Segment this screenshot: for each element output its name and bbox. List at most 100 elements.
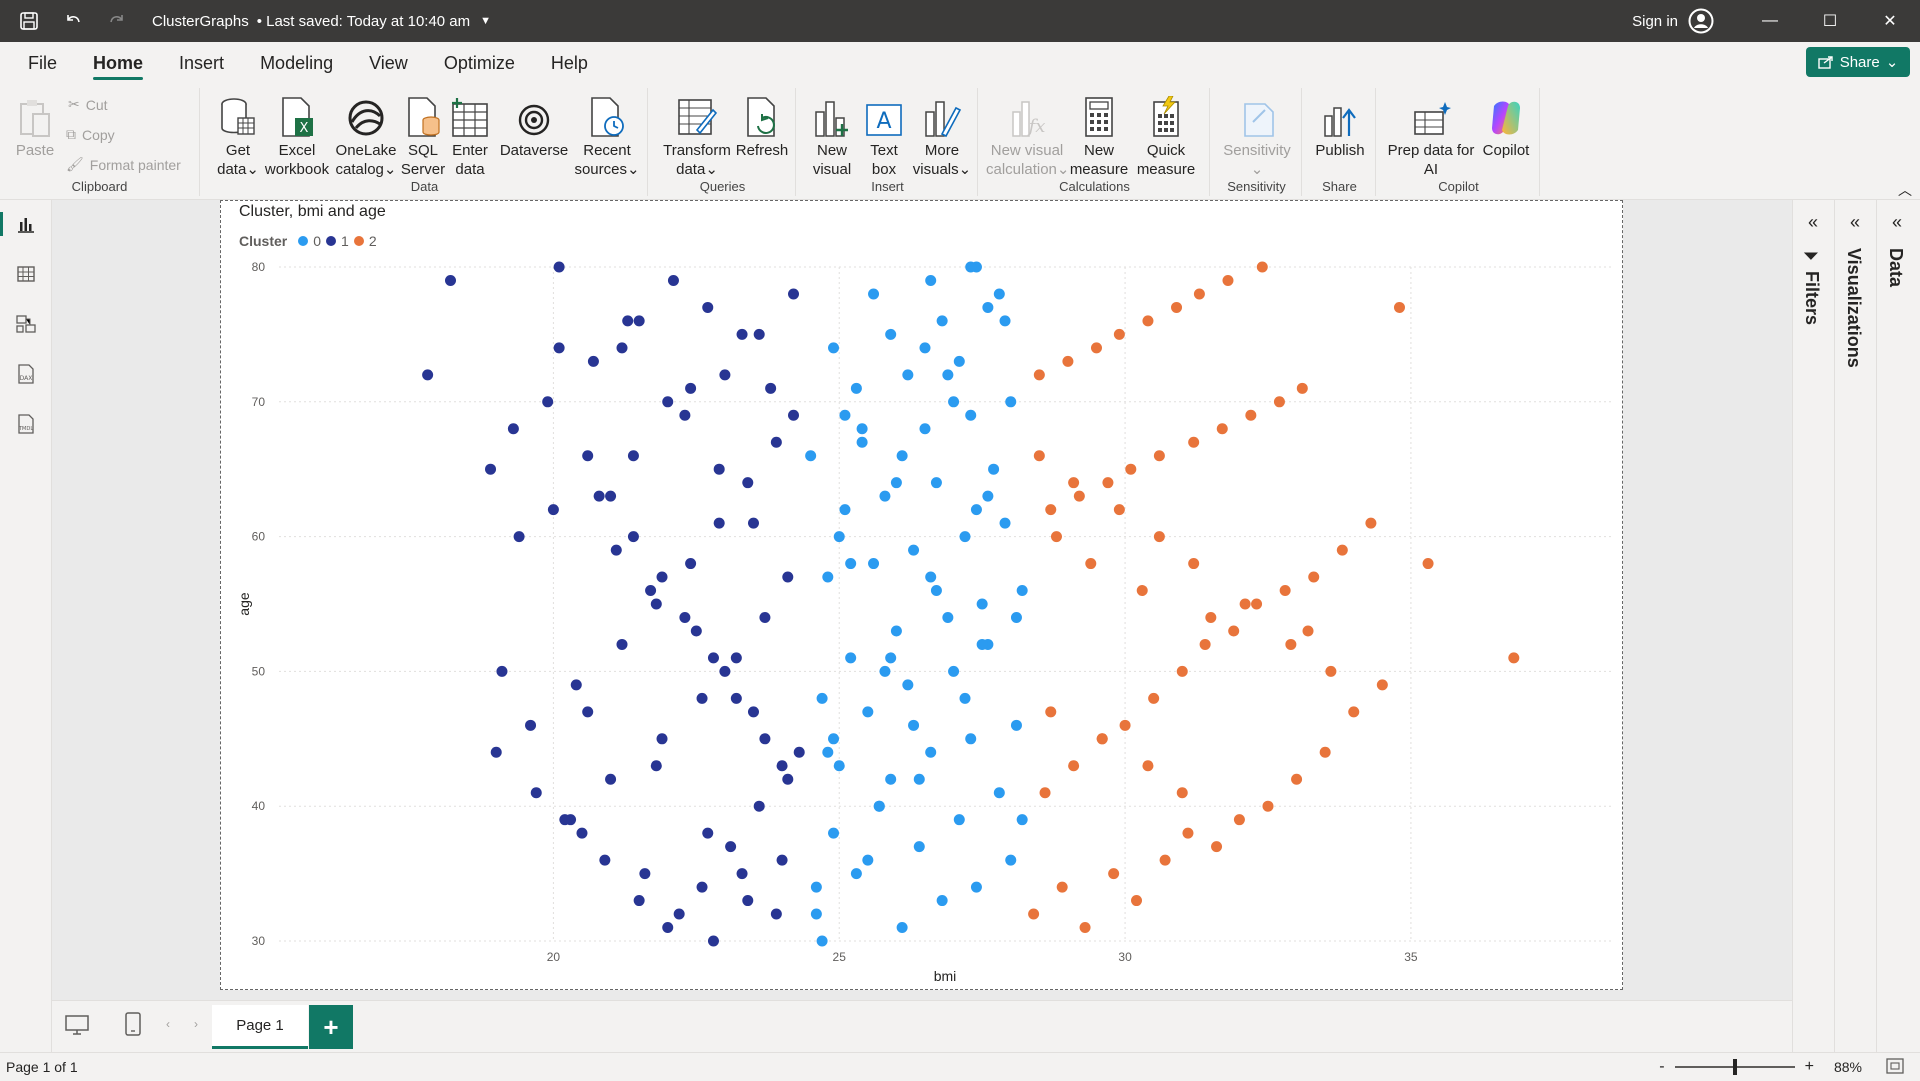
menu-insert[interactable]: Insert [179, 53, 225, 73]
quick-measure-icon [1153, 96, 1179, 137]
expand-filters-icon[interactable]: « [1807, 212, 1818, 232]
new-visual-button[interactable]: New visual [804, 94, 860, 179]
refresh-button[interactable]: Refresh [732, 94, 792, 160]
file-name[interactable]: ClusterGraphs [152, 12, 249, 30]
group-copilot: Prep data for AI Copilot Copilot [1378, 88, 1540, 196]
save-icon[interactable] [14, 6, 44, 36]
publish-button[interactable]: Publish [1308, 94, 1372, 160]
data-pane[interactable]: « Data [1876, 200, 1916, 1052]
close-button[interactable]: ✕ [1883, 13, 1897, 30]
group-label-insert: Insert [871, 179, 904, 194]
data-point-cluster-0 [948, 665, 960, 677]
page-tabs-bar: ‹ › Page 1 + [52, 1000, 1792, 1052]
zoom-out-button[interactable]: - [1659, 1058, 1665, 1075]
group-queries: Transform data⌄ Refresh Queries [650, 88, 796, 196]
collapse-ribbon-icon[interactable]: ︿ [1898, 182, 1912, 198]
new-measure-button[interactable]: New measure [1066, 94, 1132, 179]
data-point-cluster-0 [828, 733, 840, 745]
scissors-icon: ✂ [68, 96, 80, 112]
zoom-level: 88% [1833, 1059, 1862, 1075]
recent-sources-button[interactable]: Recent sources⌄ [570, 94, 644, 179]
legend-entry-2[interactable]: 2 [368, 233, 377, 249]
transform-data-button[interactable]: Transform data⌄ [658, 94, 736, 179]
page-status: Page 1 of 1 [6, 1059, 78, 1075]
saved-status[interactable]: • Last saved: Today at 10:40 am [256, 12, 471, 30]
model-view-icon[interactable] [12, 310, 40, 338]
minimize-button[interactable]: — [1762, 12, 1778, 29]
chevron-down-icon[interactable]: ▼ [480, 15, 492, 27]
new-visual-calculation-button[interactable]: fx New visual calculation⌄ [986, 94, 1069, 179]
data-point-cluster-2 [1291, 773, 1303, 785]
add-page-button[interactable]: + [309, 1005, 353, 1049]
dataverse-button[interactable]: Dataverse [496, 94, 572, 160]
fit-to-page-icon[interactable] [1886, 1057, 1904, 1077]
text-box-button[interactable]: A Text box [858, 94, 910, 179]
sign-in-link[interactable]: Sign in [1632, 12, 1678, 30]
report-view-icon[interactable] [0, 210, 40, 238]
legend-entry-0[interactable]: 0 [313, 233, 322, 249]
get-data-button[interactable]: Get data⌄ [210, 94, 266, 179]
left-nav: DAX TMDL [0, 200, 52, 1052]
previous-page-icon[interactable]: ‹ [166, 1017, 170, 1031]
sql-server-button[interactable]: SQL Server [398, 94, 448, 179]
expand-data-icon[interactable]: « [1891, 212, 1902, 232]
share-button[interactable]: Share ⌄ [1806, 47, 1910, 77]
paste-button[interactable]: Paste [8, 94, 62, 160]
visualizations-pane[interactable]: « Visualizations [1834, 200, 1874, 1052]
copy-button[interactable]: ⧉ Copy [66, 126, 115, 143]
copilot-button[interactable]: Copilot [1476, 94, 1536, 160]
data-point-cluster-2 [1113, 504, 1125, 516]
zoom-slider[interactable] [1674, 1059, 1795, 1075]
prep-data-for-ai-button[interactable]: Prep data for AI [1382, 94, 1480, 179]
desktop-layout-icon[interactable] [64, 1013, 90, 1042]
group-label-sensitivity: Sensitivity [1227, 179, 1286, 194]
zoom-in-button[interactable]: + [1804, 1058, 1814, 1075]
data-point-cluster-1 [542, 396, 554, 408]
onelake-catalog-button[interactable]: OneLake catalog⌄ [332, 94, 400, 179]
data-point-cluster-2 [1193, 288, 1205, 300]
data-point-cluster-2 [1113, 328, 1125, 340]
new-visual-icon [815, 101, 848, 137]
menu-modeling[interactable]: Modeling [260, 53, 334, 73]
menu-view[interactable]: View [369, 53, 408, 73]
legend-entry-1[interactable]: 1 [341, 233, 349, 249]
quick-measure-button[interactable]: Quick measure [1130, 94, 1202, 179]
title-bar: ClusterGraphs • Last saved: Today at 10:… [0, 0, 1920, 42]
maximize-button[interactable]: ☐ [1822, 13, 1838, 30]
data-point-cluster-0 [850, 868, 862, 880]
zoom-slider-thumb[interactable] [1732, 1059, 1737, 1075]
sensitivity-button[interactable]: Sensitivity ⌄ [1216, 94, 1298, 179]
data-point-cluster-1 [645, 585, 657, 597]
filters-pane[interactable]: « ⏷ Filters [1792, 200, 1832, 1052]
legend-title: Cluster [239, 233, 288, 249]
data-point-cluster-2 [1142, 760, 1154, 772]
avatar-icon[interactable] [1688, 8, 1714, 34]
cut-button[interactable]: ✂ Cut [68, 96, 108, 113]
table-view-icon[interactable] [12, 260, 40, 288]
undo-icon[interactable] [58, 6, 88, 36]
svg-text:fx: fx [1027, 116, 1046, 137]
menu-optimize[interactable]: Optimize [443, 53, 515, 73]
scatter-visual[interactable]: 30 40 50 60 70 80 20 25 30 35 bmi age Cluster, bmi … [220, 200, 1623, 990]
copilot-icon [1492, 101, 1520, 135]
format-painter-button[interactable]: 🖌 Format painter [66, 156, 181, 173]
tmdl-view-icon[interactable]: TMDL [12, 410, 40, 438]
mobile-layout-icon[interactable] [124, 1011, 142, 1042]
data-point-cluster-0 [959, 531, 971, 543]
expand-visualizations-icon[interactable]: « [1849, 212, 1860, 232]
data-point-cluster-2 [1245, 409, 1257, 421]
enter-data-button[interactable]: Enter data [446, 94, 494, 179]
redo-icon[interactable] [102, 6, 132, 36]
excel-workbook-button[interactable]: X Excel workbook [262, 94, 332, 179]
menu-help[interactable]: Help [550, 53, 588, 73]
data-point-cluster-0 [839, 504, 851, 516]
data-point-cluster-1 [616, 342, 628, 354]
page-tab[interactable]: Page 1 [212, 1005, 308, 1049]
more-visuals-button[interactable]: More visuals⌄ [910, 94, 974, 179]
x-tick-label: 35 [1404, 950, 1418, 964]
dax-query-view-icon[interactable]: DAX [12, 360, 40, 388]
menu-home[interactable]: Home [75, 42, 161, 84]
menu-file[interactable]: File [28, 53, 58, 73]
next-page-icon[interactable]: › [194, 1017, 198, 1031]
data-point-cluster-0 [942, 369, 954, 381]
